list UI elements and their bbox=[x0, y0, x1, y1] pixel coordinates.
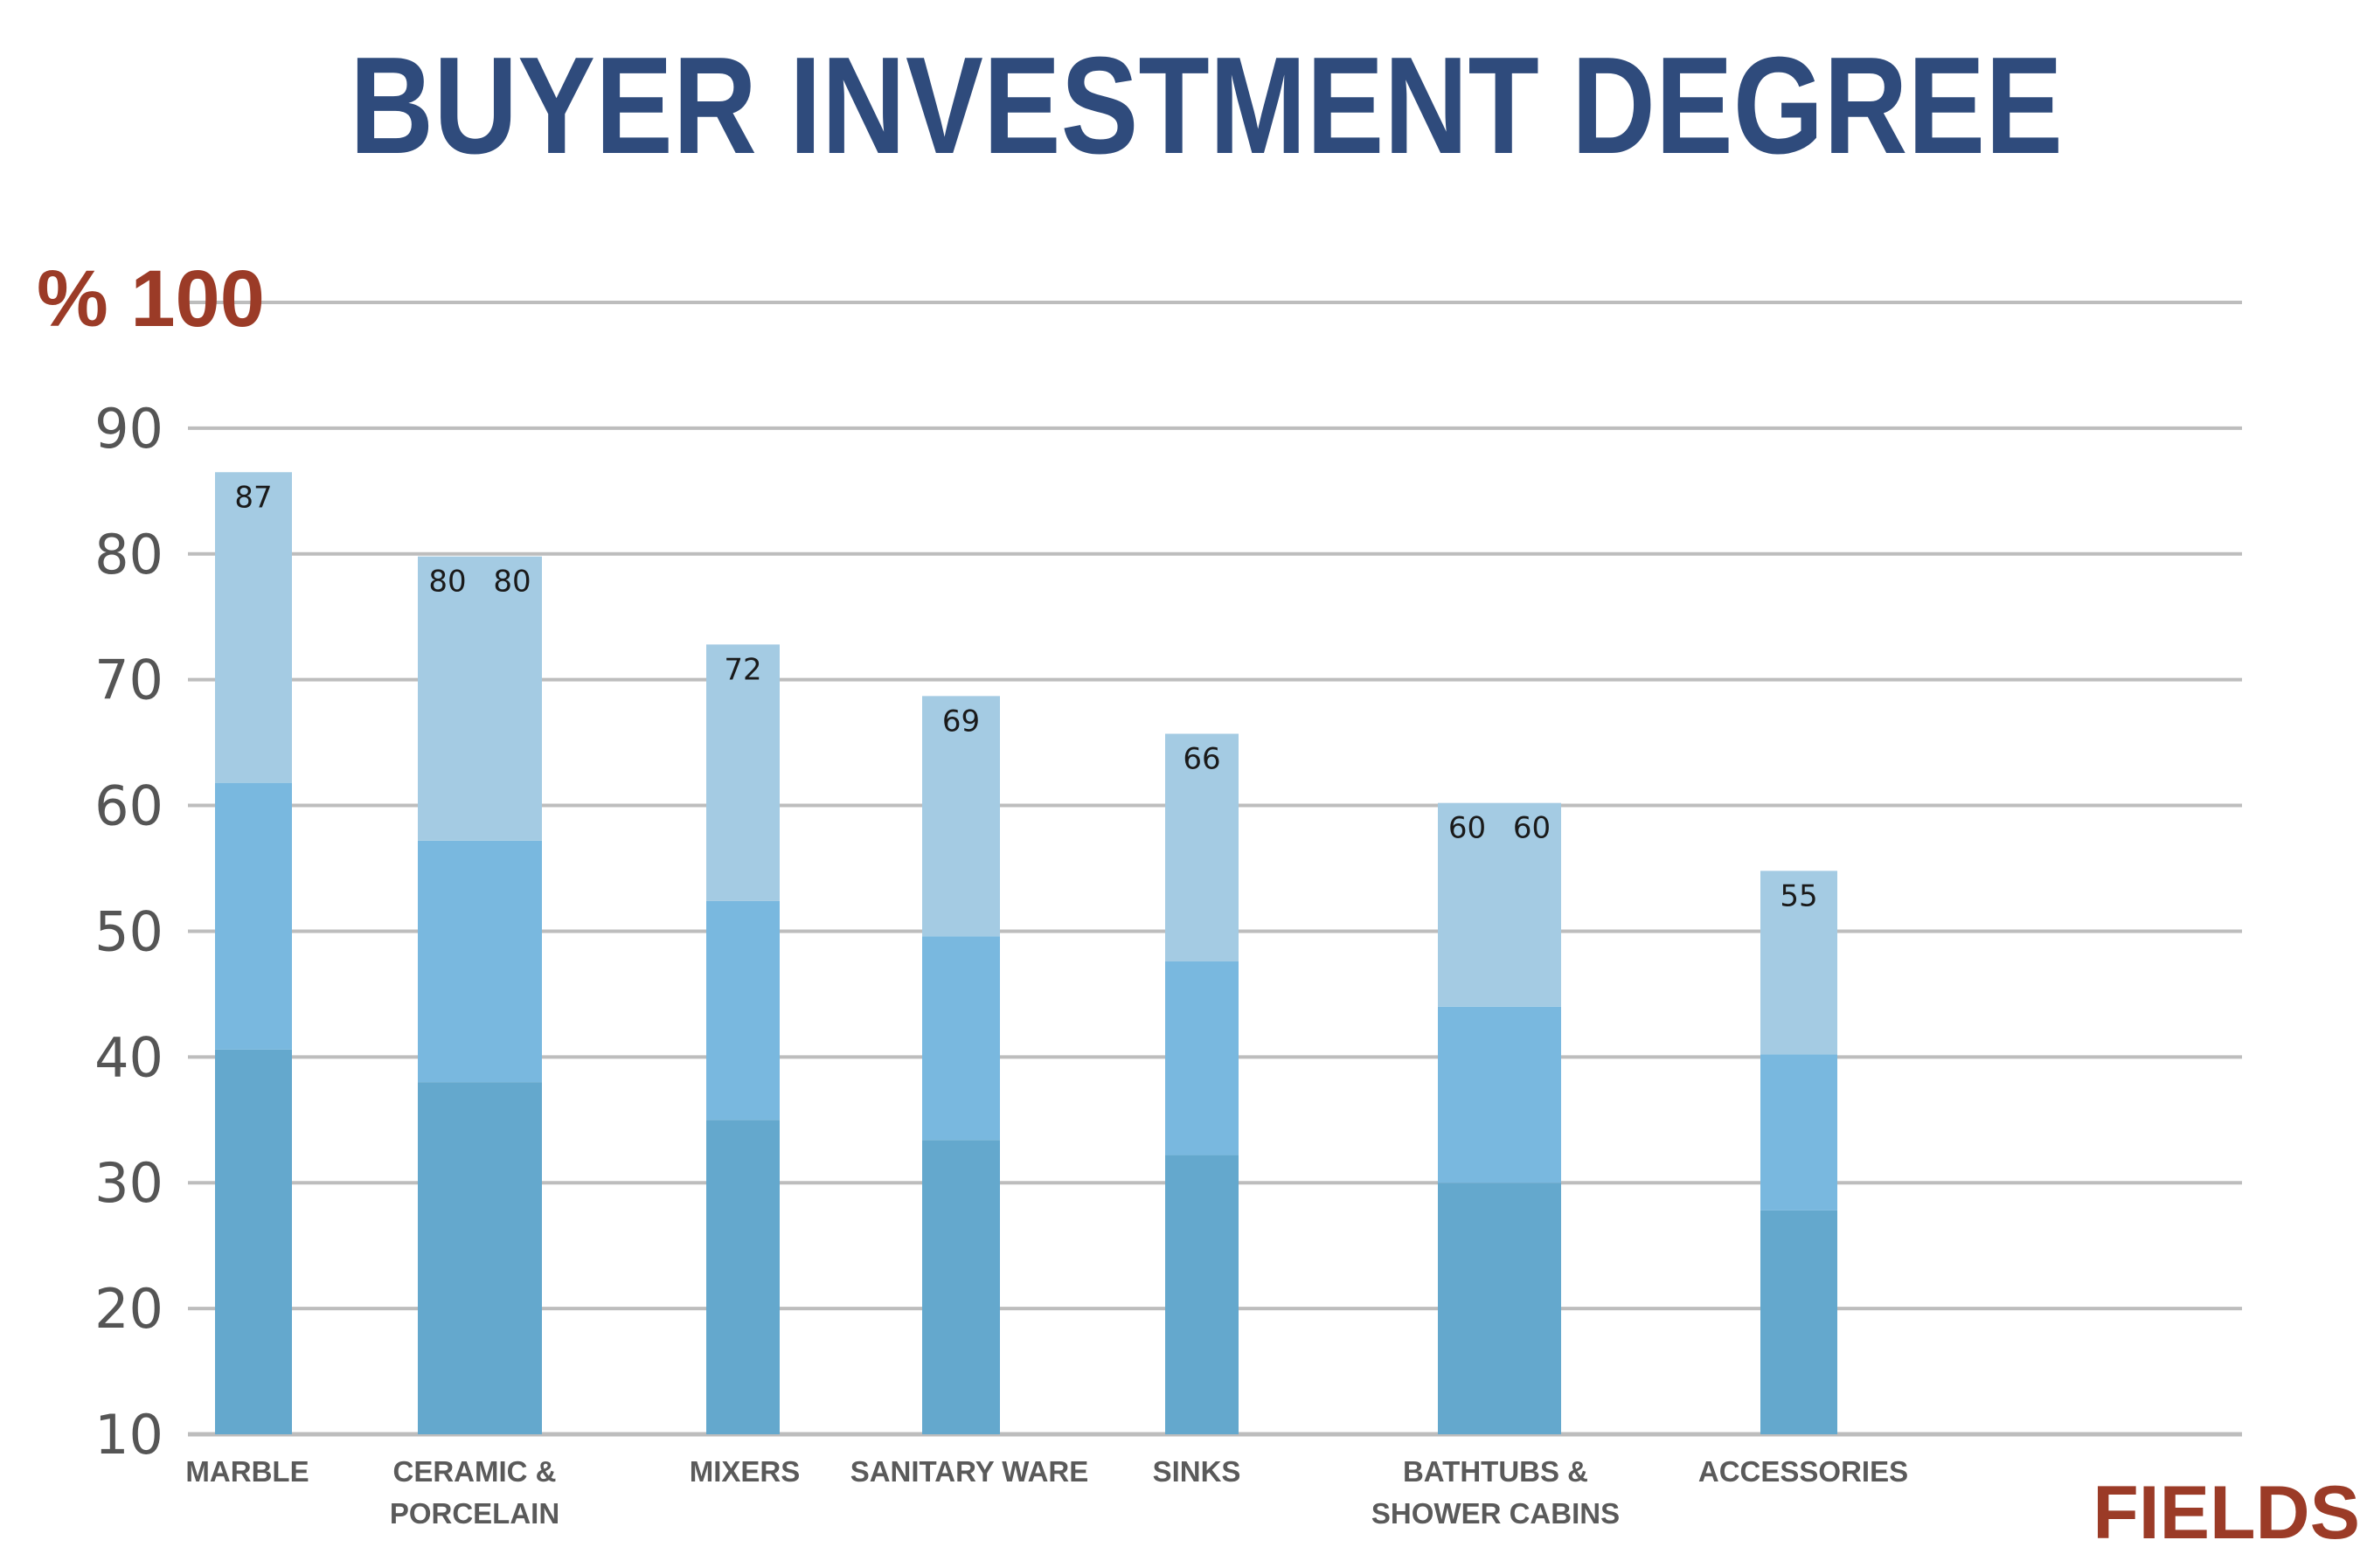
bar-6-segment-middle bbox=[1760, 1054, 1837, 1211]
y-tick-40: 40 bbox=[94, 1025, 163, 1089]
bar-3-segment-bottom bbox=[922, 1140, 1000, 1434]
category-label-1-1: PORCELAIN bbox=[390, 1497, 559, 1530]
category-label-6-0: ACCESSORIES bbox=[1698, 1455, 1908, 1488]
chart-title: BUYER INVESTMENT DEGREE bbox=[350, 29, 2063, 183]
y-tick-50: 50 bbox=[94, 899, 163, 963]
y-tick-30: 30 bbox=[94, 1151, 163, 1215]
bar-5-segment-middle bbox=[1438, 1006, 1561, 1183]
data-label-4-0: 66 bbox=[1183, 742, 1220, 777]
data-label-5-0: 60 bbox=[1448, 811, 1486, 846]
bar-6-segment-bottom bbox=[1760, 1210, 1837, 1434]
bar-2-segment-bottom bbox=[706, 1120, 780, 1434]
category-label-5-0: BATHTUBS & bbox=[1403, 1455, 1588, 1488]
y-tick-10: 10 bbox=[94, 1403, 163, 1467]
bar-0-segment-bottom bbox=[215, 1049, 292, 1434]
y-tick-60: 60 bbox=[94, 774, 163, 838]
data-label-0-0: 87 bbox=[234, 480, 272, 515]
data-label-1-1: 80 bbox=[493, 565, 531, 600]
bars bbox=[215, 472, 1837, 1434]
bar-5-segment-bottom bbox=[1438, 1183, 1561, 1434]
category-labels: MARBLE CERAMIC & PORCELAIN MIXERS SANITARY W… bbox=[185, 1455, 1908, 1530]
y-tick-90: 90 bbox=[94, 397, 163, 461]
y-tick-70: 70 bbox=[94, 649, 163, 712]
data-label-6-0: 55 bbox=[1780, 878, 1817, 913]
x-axis-label: FIELDS bbox=[2093, 1471, 2360, 1555]
category-label-0-0: MARBLE bbox=[185, 1455, 309, 1488]
bar-4-segment-top bbox=[1165, 733, 1239, 961]
bar-6-segment-top bbox=[1760, 871, 1837, 1055]
bar-3-segment-middle bbox=[922, 936, 1000, 1141]
bar-4-segment-middle bbox=[1165, 961, 1239, 1155]
bar-2-segment-top bbox=[706, 644, 780, 901]
bar-1-segment-bottom bbox=[418, 1082, 542, 1434]
data-labels: 87 80 80 72 69 66 60 60 55 bbox=[234, 480, 1817, 913]
bar-2-segment-middle bbox=[706, 900, 780, 1120]
category-label-2-0: MIXERS bbox=[690, 1455, 801, 1488]
bar-1-segment-middle bbox=[418, 840, 542, 1083]
y-tick-20: 20 bbox=[94, 1277, 163, 1341]
y-axis-label: % 100 bbox=[37, 254, 265, 343]
data-label-3-0: 69 bbox=[942, 704, 980, 739]
data-label-5-1: 60 bbox=[1513, 811, 1551, 846]
data-label-1-0: 80 bbox=[428, 565, 466, 600]
y-tick-labels: 10 20 30 40 50 60 70 80 90 bbox=[94, 397, 163, 1467]
category-label-4-0: SINKS bbox=[1153, 1455, 1241, 1488]
data-label-2-0: 72 bbox=[724, 652, 761, 687]
bar-1-segment-top bbox=[418, 556, 542, 841]
bar-5-segment-top bbox=[1438, 802, 1561, 1007]
bar-4-segment-bottom bbox=[1165, 1155, 1239, 1434]
bar-0-segment-middle bbox=[215, 782, 292, 1050]
category-label-3-0: SANITARY WARE bbox=[850, 1455, 1089, 1488]
bar-3-segment-top bbox=[922, 696, 1000, 937]
bar-0-segment-top bbox=[215, 472, 292, 783]
category-label-1-0: CERAMIC & bbox=[393, 1455, 557, 1488]
category-label-5-1: SHOWER CABINS bbox=[1371, 1497, 1620, 1530]
y-tick-80: 80 bbox=[94, 523, 163, 586]
